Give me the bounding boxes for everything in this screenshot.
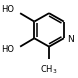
Text: HO: HO — [1, 5, 14, 15]
Text: CH$_3$: CH$_3$ — [40, 64, 58, 77]
Text: N: N — [67, 35, 74, 44]
Text: HO: HO — [1, 45, 14, 54]
